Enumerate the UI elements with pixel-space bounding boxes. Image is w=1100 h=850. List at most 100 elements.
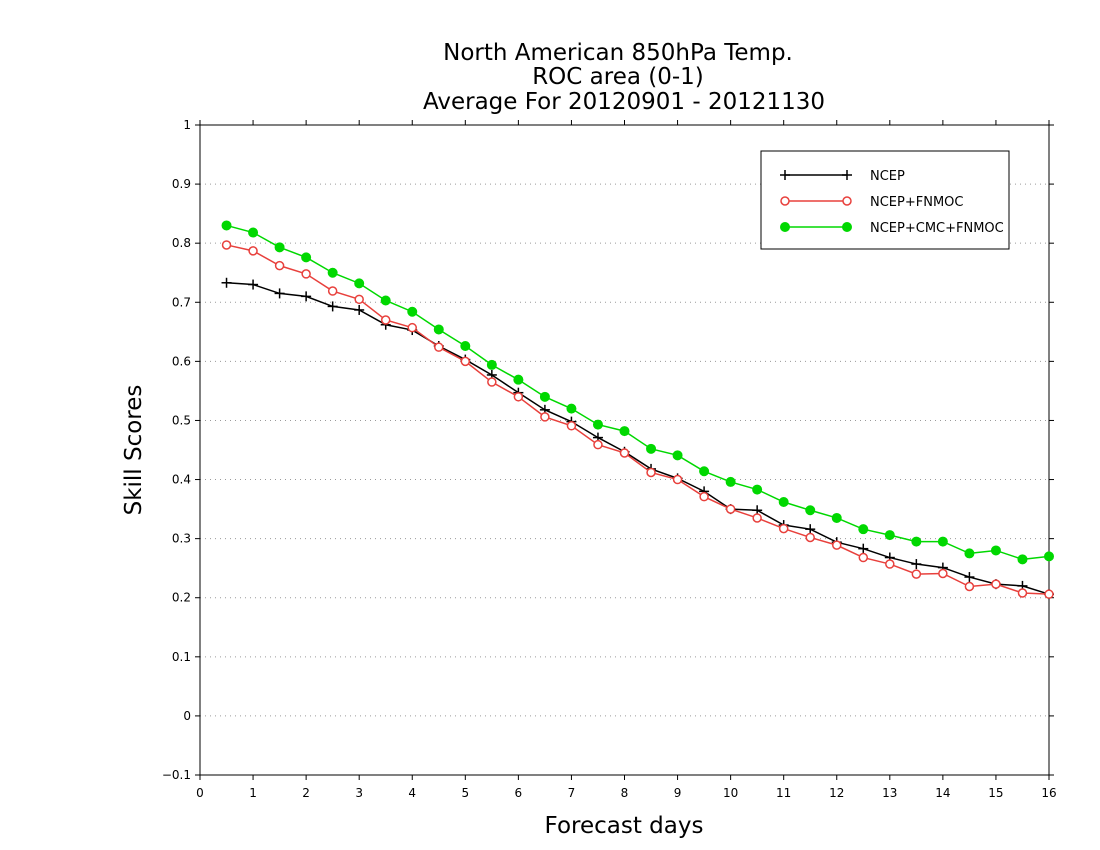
data-point	[991, 579, 1001, 589]
data-point	[248, 279, 259, 290]
series-line	[226, 224, 1050, 561]
data-point	[911, 569, 922, 579]
data-point	[884, 530, 895, 541]
data-point	[566, 403, 577, 414]
data-point	[221, 220, 232, 231]
data-point	[832, 540, 842, 550]
x-tick-label: 10	[723, 786, 738, 800]
data-point	[248, 227, 259, 238]
series-line	[226, 282, 1050, 595]
data-point	[619, 448, 630, 458]
data-point	[380, 295, 391, 306]
data-point	[513, 374, 524, 385]
x-tick-label: 8	[621, 786, 629, 800]
data-point	[354, 304, 365, 315]
data-point	[1044, 589, 1054, 599]
data-point	[858, 552, 869, 563]
data-point	[805, 524, 816, 535]
legend-marker	[780, 222, 790, 232]
legend-box	[760, 150, 1010, 250]
chart-title-line-1: North American 850hPa Temp.	[443, 40, 793, 66]
data-point	[539, 391, 550, 402]
data-point	[752, 484, 763, 495]
legend-item: NCEP	[780, 169, 905, 184]
data-point	[434, 342, 444, 352]
legend-item: NCEP+FNMOC	[780, 195, 963, 210]
chart-title-line-3: Average For 20120901 - 20121130	[423, 89, 825, 115]
chart-title: North American 850hPa Temp. ROC area (0-…	[423, 40, 825, 115]
data-point	[327, 267, 338, 278]
x-axis: 0 1 2 3 4 5 6 7 8 9 10 11 12 13 14 15 16	[196, 120, 1057, 800]
data-point	[221, 277, 232, 288]
x-tick-label: 9	[674, 786, 682, 800]
data-point	[274, 288, 285, 299]
data-point	[593, 439, 603, 450]
data-point	[778, 523, 789, 534]
data-point	[646, 467, 656, 478]
data-point	[327, 301, 338, 312]
data-point	[487, 377, 497, 387]
data-point	[752, 513, 762, 523]
data-point	[301, 269, 311, 279]
y-tick-label: 0.1	[172, 650, 191, 664]
data-point	[831, 512, 842, 523]
data-point	[725, 504, 736, 514]
y-tick-label: 0.7	[172, 295, 191, 309]
x-axis-label: Forecast days	[545, 813, 704, 839]
data-point	[380, 315, 391, 325]
data-point	[646, 443, 657, 454]
data-point	[885, 559, 895, 569]
data-point	[938, 568, 948, 579]
legend-marker	[842, 170, 852, 180]
y-tick-label: 0	[183, 709, 191, 723]
series-ncep-cmc-fnmoc	[221, 220, 1054, 565]
data-point	[301, 252, 312, 263]
data-point	[513, 392, 524, 402]
legend-label: NCEP	[870, 169, 905, 184]
y-tick-label: 0.9	[172, 177, 191, 191]
y-axis-label: Skill Scores	[121, 385, 147, 516]
data-point	[248, 246, 258, 256]
data-point	[327, 286, 338, 296]
x-tick-label: 11	[776, 786, 791, 800]
chart-title-line-2: ROC area (0-1)	[532, 64, 704, 90]
y-tick-label: 0.3	[172, 532, 191, 546]
data-point	[805, 505, 816, 516]
y-tick-label: 0.6	[172, 354, 191, 368]
data-point	[990, 545, 1001, 556]
data-point	[460, 356, 471, 367]
y-tick-label: 0.4	[172, 473, 191, 487]
series-ncep	[221, 277, 1054, 600]
data-point	[911, 559, 922, 570]
data-point	[699, 466, 710, 477]
data-point	[964, 581, 975, 592]
data-point	[301, 291, 312, 302]
x-tick-label: 16	[1041, 786, 1056, 800]
x-tick-label: 12	[829, 786, 844, 800]
legend-label: NCEP+CMC+FNMOC	[870, 221, 1004, 236]
data-point	[407, 322, 417, 333]
y-tick-label: −0.1	[162, 768, 191, 782]
x-tick-label: 1	[249, 786, 257, 800]
data-point	[566, 421, 577, 431]
data-point	[672, 474, 683, 485]
data-point	[725, 476, 736, 487]
legend-marker	[780, 170, 790, 180]
data-point	[354, 294, 364, 305]
data-point	[592, 419, 603, 430]
x-tick-label: 5	[461, 786, 469, 800]
data-point	[964, 572, 975, 583]
data-point	[858, 524, 869, 535]
legend-marker	[842, 222, 852, 232]
data-point	[619, 426, 630, 437]
data-point	[486, 359, 497, 370]
x-tick-label: 4	[408, 786, 416, 800]
data-point	[221, 240, 232, 250]
data-point	[274, 260, 285, 271]
y-tick-label: 0.5	[172, 413, 191, 427]
y-tick-label: 0.2	[172, 591, 191, 605]
y-tick-label: 0.8	[172, 236, 191, 250]
data-point	[672, 450, 683, 461]
legend-item: NCEP+CMC+FNMOC	[780, 221, 1004, 236]
